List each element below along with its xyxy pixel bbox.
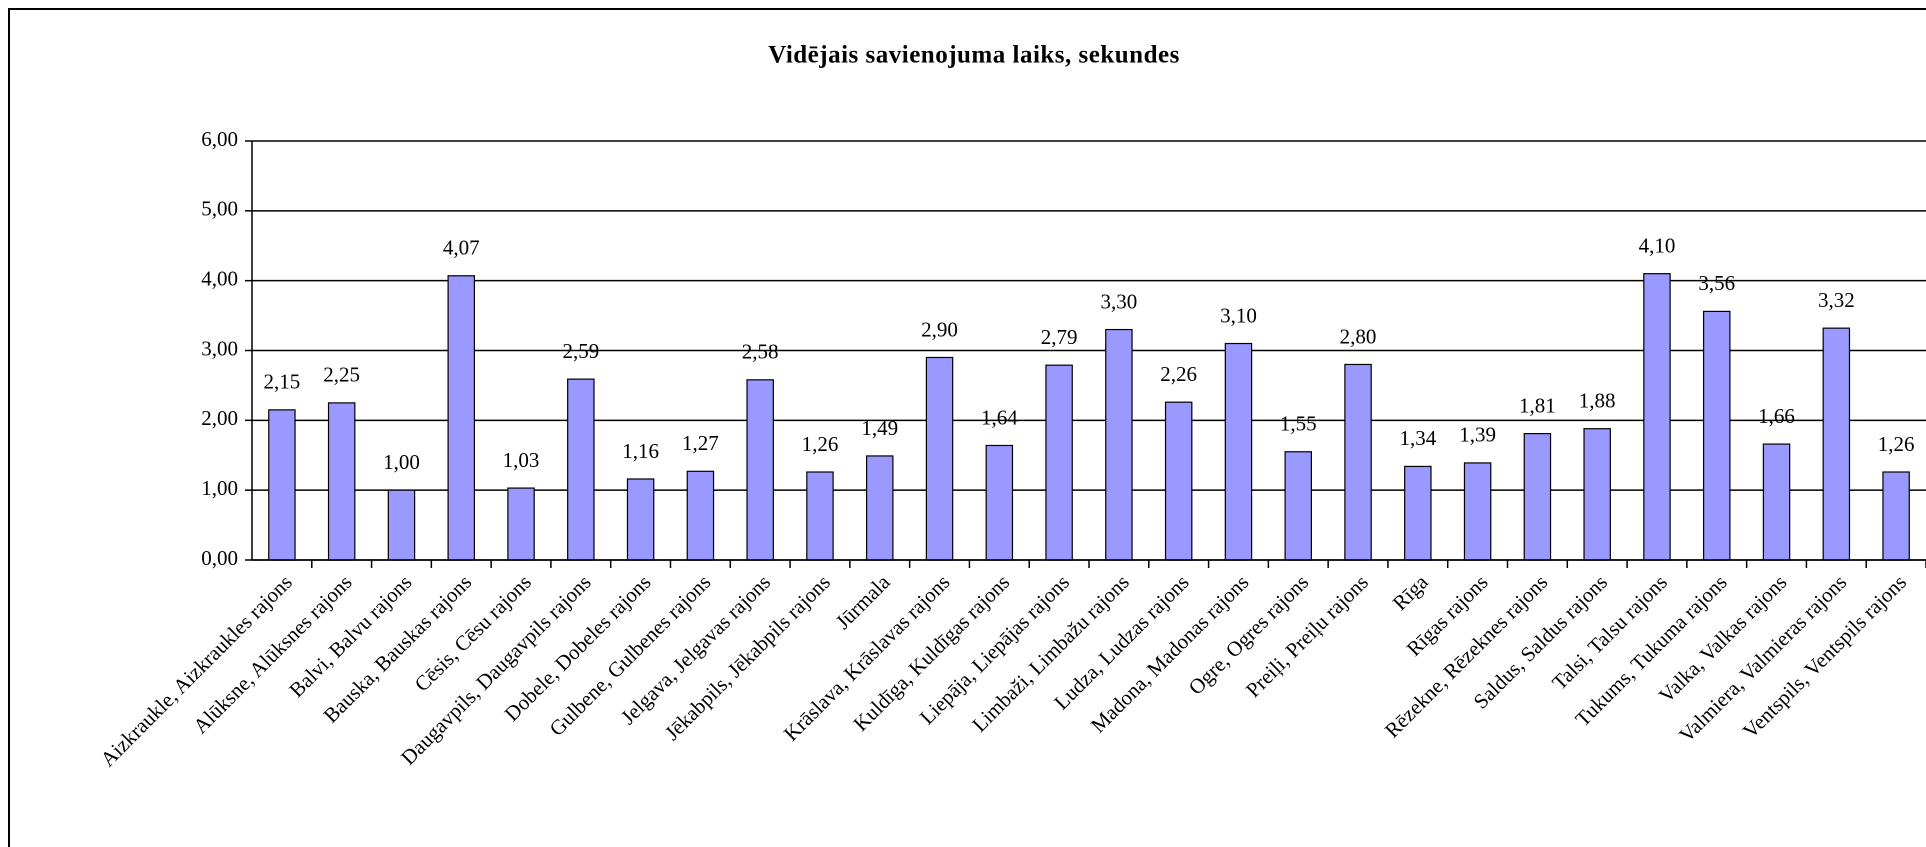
bar xyxy=(447,275,476,561)
chart-title: Vidējais savienojuma laiks, sekundes xyxy=(768,42,1180,69)
data-label: 1,26 xyxy=(1878,432,1915,456)
bar xyxy=(1284,451,1313,561)
data-label: 3,32 xyxy=(1818,288,1855,312)
data-label: 2,15 xyxy=(264,370,301,394)
y-tick-label: 0,00 xyxy=(201,546,238,570)
bar xyxy=(985,444,1014,561)
data-label: 2,79 xyxy=(1041,325,1078,349)
data-label: 2,80 xyxy=(1340,324,1377,348)
bar xyxy=(1762,443,1791,561)
y-tick-label: 3,00 xyxy=(201,336,238,360)
y-tick-label: 5,00 xyxy=(201,197,238,221)
y-tick-label: 4,00 xyxy=(201,266,238,290)
bar xyxy=(1822,327,1851,561)
data-label: 1,55 xyxy=(1280,412,1317,436)
data-label: 3,30 xyxy=(1101,289,1138,313)
bar xyxy=(1344,363,1372,561)
data-label: 1,03 xyxy=(503,448,540,472)
bar xyxy=(327,402,356,561)
bar xyxy=(626,478,655,561)
bar xyxy=(507,487,535,561)
bar xyxy=(1105,328,1133,561)
bar xyxy=(865,455,894,561)
bar xyxy=(686,470,715,561)
data-label: 1,39 xyxy=(1459,423,1496,447)
bar xyxy=(1882,471,1910,561)
bar xyxy=(1045,364,1073,561)
bar xyxy=(1463,462,1492,561)
bar xyxy=(925,356,954,561)
data-label: 2,59 xyxy=(562,339,599,363)
bar xyxy=(806,471,834,561)
bar xyxy=(387,489,416,561)
y-tick-label: 6,00 xyxy=(201,127,238,151)
bar xyxy=(1224,342,1253,561)
data-label: 2,26 xyxy=(1160,362,1197,386)
data-label: 1,34 xyxy=(1399,426,1436,450)
data-label: 3,56 xyxy=(1698,271,1735,295)
data-label: 2,25 xyxy=(323,363,360,387)
y-tick-label: 2,00 xyxy=(201,406,238,430)
data-label: 1,26 xyxy=(802,432,839,456)
data-label: 1,27 xyxy=(682,431,719,455)
data-label: 1,81 xyxy=(1519,393,1556,417)
data-label: 2,58 xyxy=(742,340,779,364)
data-label: 4,10 xyxy=(1639,233,1676,257)
data-label: 1,49 xyxy=(861,416,898,440)
bar xyxy=(1523,433,1552,561)
bar xyxy=(268,409,296,561)
x-tick-label: Rīga xyxy=(1388,569,1433,614)
bar xyxy=(1164,401,1193,561)
bar xyxy=(746,379,774,561)
data-label: 1,64 xyxy=(981,405,1018,429)
data-label: 1,00 xyxy=(383,450,420,474)
bar xyxy=(1643,273,1671,561)
bar xyxy=(1583,428,1611,561)
data-label: 1,66 xyxy=(1758,404,1795,428)
data-label: 1,16 xyxy=(622,439,659,463)
data-label: 3,10 xyxy=(1220,303,1257,327)
chart-frame xyxy=(8,8,1926,847)
bar xyxy=(567,378,595,561)
bar xyxy=(1702,310,1731,561)
y-tick-label: 1,00 xyxy=(201,476,238,500)
data-label: 2,90 xyxy=(921,317,958,341)
bar xyxy=(1404,465,1432,561)
data-label: 4,07 xyxy=(443,236,480,260)
data-label: 1,88 xyxy=(1579,389,1616,413)
